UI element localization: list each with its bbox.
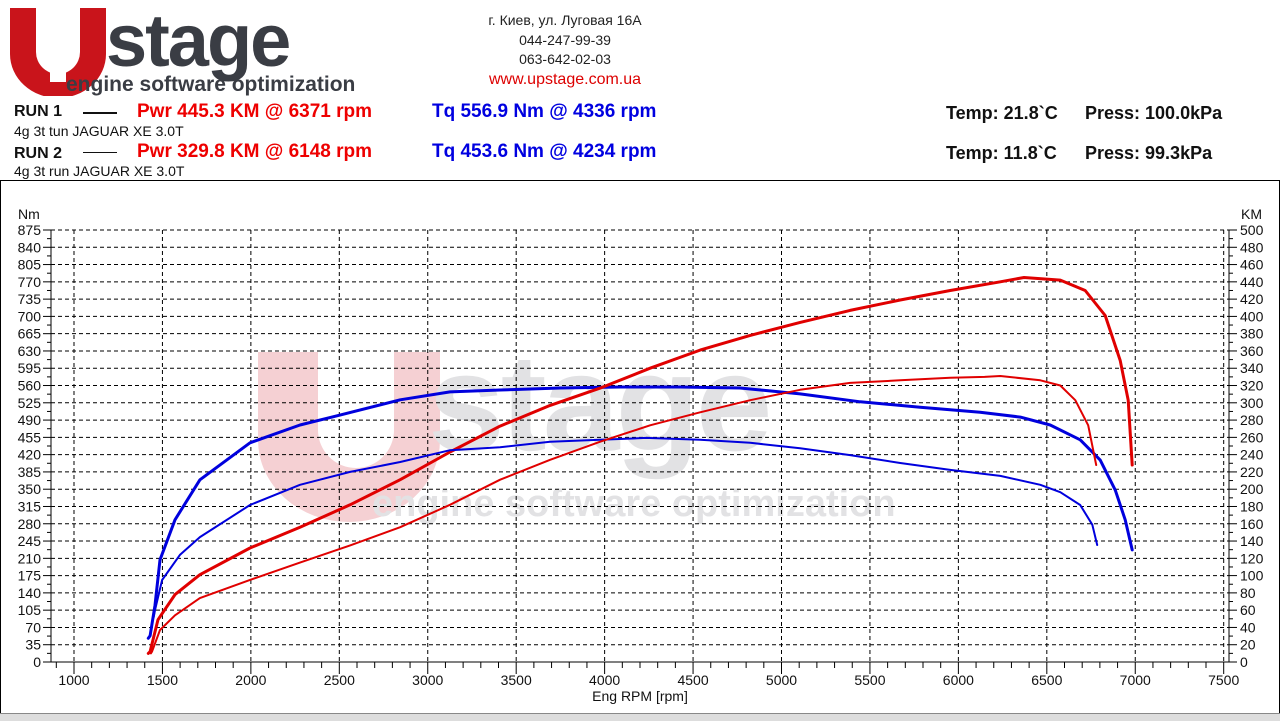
- y-left-tick-label: 105: [18, 602, 42, 618]
- y-left-tick-label: 490: [18, 412, 42, 428]
- y-right-tick-label: 440: [1240, 274, 1264, 290]
- x-tick-label: 6500: [1031, 672, 1062, 688]
- run2-torque-peak: Tq 453.6 Nm @ 4234 rpm: [432, 141, 657, 162]
- y-right-tick-label: 140: [1240, 533, 1264, 549]
- y-right-tick-label: 280: [1240, 412, 1264, 428]
- y-left-tick-label: 70: [25, 619, 41, 635]
- x-tick-label: 4000: [589, 672, 620, 688]
- run1-torque-peak: Tq 556.9 Nm @ 4336 rpm: [432, 101, 657, 122]
- y-right-tick-label: 400: [1240, 308, 1264, 324]
- y-left-tick-label: 175: [18, 568, 42, 584]
- run2-description: 4g 3t run JAGUAR XE 3.0T: [14, 163, 185, 179]
- y-right-tick-label: 220: [1240, 464, 1264, 480]
- run2-temp: Temp: 11.8`C: [946, 143, 1057, 163]
- y-right-tick-label: 320: [1240, 378, 1264, 394]
- x-tick-label: 2000: [235, 672, 266, 688]
- y-right-tick-label: 40: [1240, 619, 1256, 635]
- y-right-tick-label: 260: [1240, 429, 1264, 445]
- bottom-bar: [0, 713, 1280, 721]
- x-tick-label: 5000: [766, 672, 797, 688]
- y-right-tick-label: 500: [1240, 222, 1264, 238]
- y-left-tick-label: 665: [18, 326, 42, 342]
- run1-description: 4g 3t tun JAGUAR XE 3.0T: [14, 123, 184, 139]
- y-right-tick-label: 460: [1240, 257, 1264, 273]
- y-right-tick-label: 300: [1240, 395, 1264, 411]
- run2-power-peak: Pwr 329.8 KM @ 6148 rpm: [137, 141, 373, 162]
- y-axis-right-label: KM: [1241, 206, 1262, 222]
- run2-line-legend: [83, 152, 117, 153]
- x-tick-label: 3500: [501, 672, 532, 688]
- phone-1: 044-247-99-39: [519, 32, 611, 48]
- y-left-tick-label: 700: [18, 308, 42, 324]
- y-left-tick-label: 210: [18, 550, 42, 566]
- y-right-tick-label: 480: [1240, 239, 1264, 255]
- y-left-tick-label: 595: [18, 360, 42, 376]
- y-left-tick-label: 455: [18, 429, 42, 445]
- y-right-tick-label: 160: [1240, 516, 1264, 532]
- y-right-tick-label: 180: [1240, 498, 1264, 514]
- y-left-tick-label: 140: [18, 585, 42, 601]
- y-left-tick-label: 525: [18, 395, 42, 411]
- run1-line-legend: [83, 112, 117, 114]
- address: г. Киев, ул. Луговая 16А: [488, 12, 642, 28]
- y-right-tick-label: 120: [1240, 550, 1264, 566]
- y-left-tick-label: 350: [18, 481, 42, 497]
- run1-power-curve: [146, 276, 1134, 655]
- x-tick-label: 6000: [943, 672, 974, 688]
- x-axis-label: Eng RPM [rpm]: [592, 688, 688, 704]
- run1-label: RUN 1: [14, 103, 63, 120]
- y-right-tick-label: 420: [1240, 291, 1264, 307]
- x-tick-label: 7500: [1208, 672, 1239, 688]
- y-left-tick-label: 770: [18, 274, 42, 290]
- y-left-tick-label: 35: [25, 637, 41, 653]
- run1-temp: Temp: 21.8`C: [946, 103, 1058, 123]
- y-left-tick-label: 420: [18, 447, 42, 463]
- y-right-tick-label: 340: [1240, 360, 1264, 376]
- phone-2: 063-642-02-03: [519, 51, 611, 67]
- website-link[interactable]: www.upstage.com.ua: [488, 71, 642, 88]
- y-left-tick-label: 315: [18, 498, 42, 514]
- y-right-tick-label: 100: [1240, 568, 1264, 584]
- x-tick-label: 1000: [58, 672, 89, 688]
- run1-press: Press: 100.0kPa: [1085, 103, 1223, 123]
- run2-press: Press: 99.3kPa: [1085, 143, 1213, 163]
- y-right-tick-label: 200: [1240, 481, 1264, 497]
- y-left-tick-label: 385: [18, 464, 42, 480]
- y-left-tick-label: 840: [18, 239, 42, 255]
- y-right-tick-label: 360: [1240, 343, 1264, 359]
- run1-power-peak: Pwr 445.3 KM @ 6371 rpm: [137, 101, 373, 122]
- run2-torque-curve: [152, 436, 1099, 619]
- y-right-tick-label: 240: [1240, 447, 1264, 463]
- y-left-tick-label: 875: [18, 222, 42, 238]
- y-left-tick-label: 560: [18, 378, 42, 394]
- y-left-tick-label: 735: [18, 291, 42, 307]
- run2-power-curve: [149, 375, 1098, 655]
- x-tick-label: 1500: [147, 672, 178, 688]
- svg-text:engine software optimization: engine software optimization: [66, 73, 355, 96]
- y-left-tick-label: 280: [18, 516, 42, 532]
- watermark-logo: stage engine software optimization: [258, 326, 896, 525]
- y-left-tick-label: 0: [33, 654, 41, 670]
- y-right-tick-label: 60: [1240, 602, 1256, 618]
- y-right-tick-label: 0: [1240, 654, 1248, 670]
- y-axis-left-label: Nm: [18, 206, 40, 222]
- y-left-tick-label: 805: [18, 257, 42, 273]
- y-right-tick-label: 20: [1240, 637, 1256, 653]
- run1-torque-curve: [146, 385, 1134, 640]
- y-right-tick-label: 380: [1240, 326, 1264, 342]
- x-tick-label: 7000: [1120, 672, 1151, 688]
- y-left-tick-label: 245: [18, 533, 42, 549]
- run2-label: RUN 2: [14, 145, 63, 162]
- y-right-tick-label: 80: [1240, 585, 1256, 601]
- svg-text:engine software optimization: engine software optimization: [372, 483, 896, 525]
- y-left-tick-label: 630: [18, 343, 42, 359]
- x-tick-label: 5500: [854, 672, 885, 688]
- x-tick-label: 4500: [677, 672, 708, 688]
- x-tick-label: 2500: [324, 672, 355, 688]
- svg-text:stage: stage: [106, 4, 289, 82]
- upstage-logo: stage engine software optimization: [10, 4, 355, 96]
- x-tick-label: 3000: [412, 672, 443, 688]
